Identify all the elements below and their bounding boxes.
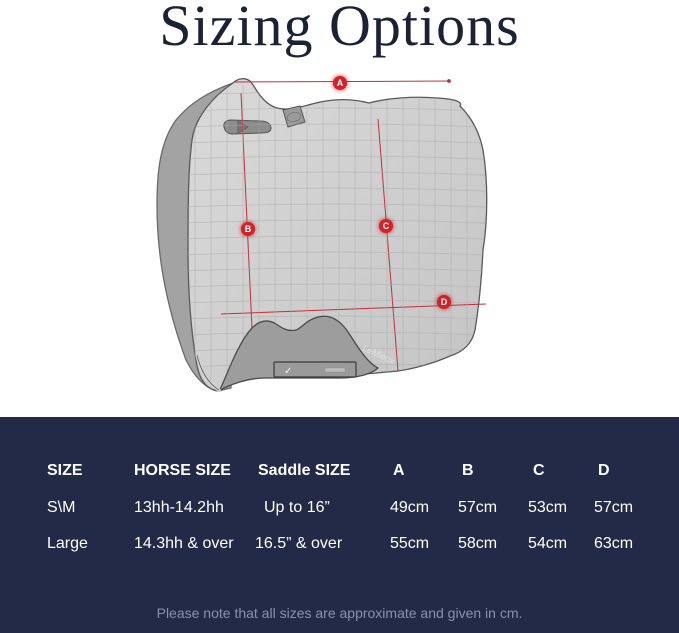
svg-text:✓: ✓	[284, 366, 292, 377]
svg-text:D: D	[441, 297, 448, 307]
svg-text:C: C	[383, 221, 390, 231]
svg-text:B: B	[245, 224, 252, 234]
svg-text:A: A	[337, 78, 344, 88]
